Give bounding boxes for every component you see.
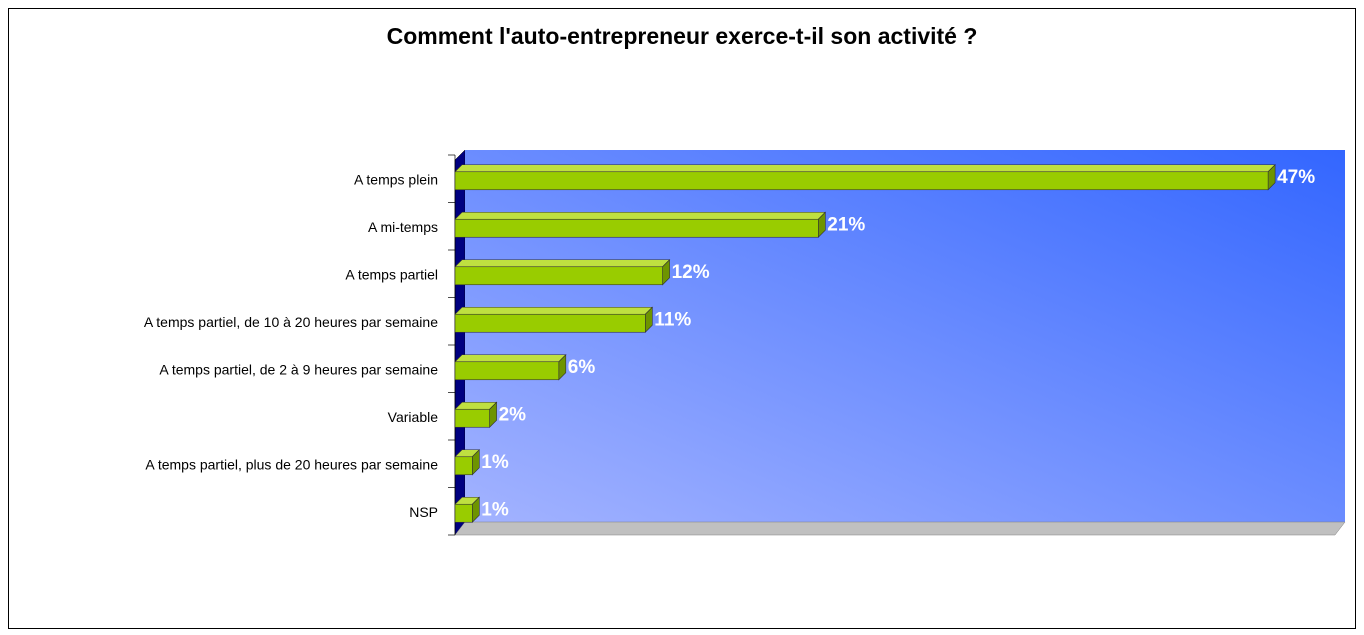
bar-top [454,306,654,315]
bar-group [454,496,481,523]
y-tick-label: Variable [388,409,439,425]
bar-top [454,259,671,268]
y-tick-label: A temps plein [354,171,438,187]
left-wall [454,149,466,536]
y-tick-label: A temps partiel, de 10 à 20 heures par s… [144,314,438,330]
bar-group [454,401,498,428]
bar-group [454,354,567,381]
bar [454,503,473,523]
value-label: 12% [672,262,710,283]
back-wall [465,150,1345,522]
bar [454,218,819,238]
bar-group [454,449,481,476]
bar [454,266,663,286]
chart-title: Comment l'auto-entrepreneur exerce-t-il … [387,23,978,49]
bar-group [454,211,827,238]
y-tick-label: A mi-temps [368,219,438,235]
bar [454,313,646,333]
value-label: 6% [568,357,596,378]
bar-group [454,259,671,286]
bar [454,171,1269,191]
value-label: 2% [499,404,527,425]
bar-group [454,306,654,333]
floor [454,521,1346,536]
bar-top [454,211,827,220]
value-label: 1% [481,452,509,473]
bar [454,361,560,381]
value-label: 21% [827,214,865,235]
bar [454,456,473,476]
y-tick-label: A temps partiel, de 2 à 9 heures par sem… [159,361,438,377]
bar [454,408,490,428]
bar-top [454,164,1276,173]
y-tick-label: A temps partiel, plus de 20 heures par s… [145,456,438,472]
bar-group [454,164,1276,191]
y-tick-label: NSP [409,504,438,520]
bar-top [454,354,567,363]
y-tick-label: A temps partiel [345,266,438,282]
value-label: 11% [654,309,691,330]
value-label: 47% [1277,167,1315,188]
value-label: 1% [481,499,509,520]
